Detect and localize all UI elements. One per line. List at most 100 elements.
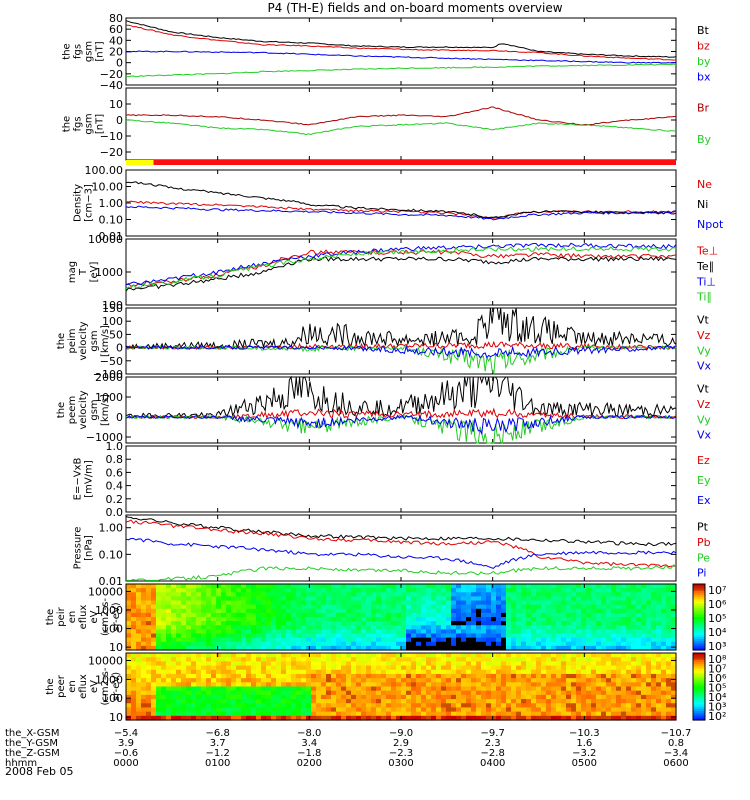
spectrogram-cell	[451, 661, 457, 667]
spectrogram-cell	[531, 604, 537, 610]
spectrogram-cell	[196, 621, 202, 626]
spectrogram-cell	[371, 715, 377, 721]
spectrogram-cell	[456, 604, 462, 610]
spectrogram-cell	[411, 604, 417, 610]
spectrogram-cell	[611, 645, 617, 651]
spectrogram-cell	[471, 669, 477, 675]
spectrogram-cell	[626, 629, 632, 635]
spectrogram-cell	[596, 641, 602, 647]
spectrogram-cell	[176, 625, 182, 630]
spectrogram-cell	[411, 588, 417, 593]
spectrogram-cell	[226, 637, 232, 643]
spectrogram-cell	[596, 600, 602, 606]
spectrogram-cell	[186, 633, 192, 639]
spectrogram-cell	[406, 715, 412, 721]
spectrogram-cell	[496, 588, 502, 593]
spectrogram-cell	[471, 686, 477, 692]
spectrogram-cell	[241, 600, 247, 606]
spectrogram-cell	[216, 703, 222, 709]
spectrogram-cell	[466, 686, 472, 692]
spectrogram-cell	[526, 699, 532, 704]
spectrogram-cell	[206, 617, 212, 622]
spectrogram-cell	[191, 584, 197, 589]
spectrogram-cell	[551, 592, 557, 597]
spectrogram-cell	[446, 665, 452, 671]
spectrogram-cell	[211, 600, 217, 606]
spectrogram-cell	[376, 633, 382, 639]
spectrogram-cell	[206, 673, 212, 679]
spectrogram-cell	[201, 608, 207, 614]
spectrogram-cell	[316, 629, 322, 635]
spectrogram-cell	[571, 596, 577, 602]
spectrogram-cell	[211, 715, 217, 721]
spectrogram-cell	[216, 596, 222, 602]
spectrogram-cell	[431, 584, 437, 589]
y-tick-label: 0.6	[106, 466, 124, 479]
spectrogram-cell	[641, 715, 647, 721]
spectrogram-cell	[176, 707, 182, 713]
spectrogram-cell	[611, 608, 617, 614]
spectrogram-cell	[656, 715, 662, 721]
spectrogram-cell	[641, 592, 647, 597]
spectrogram-cell	[481, 657, 487, 662]
spectrogram-cell	[406, 625, 412, 630]
spectrogram-cell	[236, 617, 242, 622]
spectrogram-cell	[351, 657, 357, 662]
spectrogram-cell	[341, 690, 347, 696]
spectrogram-cell	[671, 669, 677, 675]
spectrogram-cell	[616, 653, 622, 658]
spectrogram-cell	[156, 707, 162, 713]
spectrogram-cell	[431, 703, 437, 709]
spectrogram-cell	[586, 665, 592, 671]
spectrogram-cell	[466, 703, 472, 709]
colorbar-step	[693, 673, 705, 676]
spectrogram-cell	[161, 707, 167, 713]
spectrogram-cell	[386, 686, 392, 692]
spectrogram-cell	[406, 588, 412, 593]
spectrogram-cell	[581, 694, 587, 700]
spectrogram-cell	[261, 707, 267, 713]
spectrogram-cell	[401, 592, 407, 597]
spectrogram-cell	[136, 645, 142, 651]
spectrogram-cell	[196, 678, 202, 683]
spectrogram-cell	[671, 686, 677, 692]
spectrogram-cell	[671, 596, 677, 602]
spectrogram-cell	[281, 699, 287, 704]
y-axis-label: thepeerenefluxeV(cm2-s-sr-eV)	[45, 667, 122, 705]
spectrogram-cell	[646, 604, 652, 610]
y-axis-label-line: gsm	[84, 113, 95, 134]
spectrogram-cell	[266, 673, 272, 679]
spectrogram-cell	[231, 707, 237, 713]
spectrogram-cell	[336, 699, 342, 704]
spectrogram-cell	[506, 612, 512, 618]
spectrogram-cell	[401, 661, 407, 667]
spectrogram-cell	[441, 629, 447, 635]
y-tick-label: 10000	[88, 585, 123, 598]
spectrogram-cell	[516, 673, 522, 679]
spectrogram-cell	[311, 584, 317, 589]
spectrogram-cell	[421, 645, 427, 651]
spectrogram-cell	[246, 694, 252, 700]
spectrogram-cell	[606, 584, 612, 589]
spectrogram-cell	[211, 645, 217, 651]
spectrogram-cell	[546, 637, 552, 643]
spectrogram-cell	[566, 637, 572, 643]
spectrogram-cell	[561, 690, 567, 696]
spectrogram-cell	[471, 678, 477, 683]
spectrogram-cell	[291, 711, 297, 717]
spectrogram-cell	[346, 715, 352, 721]
spectrogram-cell	[431, 629, 437, 635]
spectrogram-cell	[316, 612, 322, 618]
spectrogram-cell	[406, 645, 412, 651]
spectrogram-cell	[591, 703, 597, 709]
spectrogram-cell	[261, 600, 267, 606]
spectrogram-cell	[521, 596, 527, 602]
spectrogram-cell	[641, 596, 647, 602]
spectrogram-cell	[306, 711, 312, 717]
spectrogram-cell	[651, 604, 657, 610]
y-tick-label: 100.00	[85, 164, 124, 177]
spectrogram-cell	[141, 604, 147, 610]
spectrogram-cell	[576, 703, 582, 709]
spectrogram-cell	[331, 715, 337, 721]
